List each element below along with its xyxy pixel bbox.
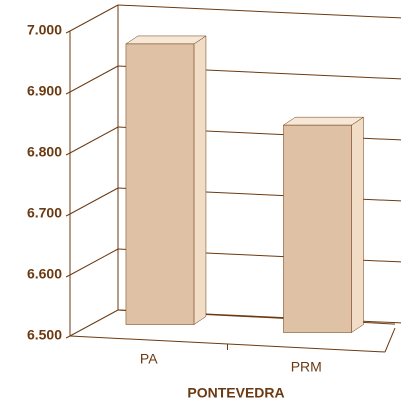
y-tick <box>65 274 71 278</box>
bar-top <box>282 116 365 126</box>
grid-line <box>69 309 119 337</box>
bar-top <box>125 35 207 45</box>
x-tick-label: PA <box>140 351 158 367</box>
y-tick <box>65 335 71 339</box>
y-tick-label: 7.000 <box>27 22 62 38</box>
y-tick-label: 6.600 <box>27 266 62 282</box>
y-tick-label: 6.500 <box>27 327 62 343</box>
grid-line <box>69 126 119 154</box>
y-tick-label: 6.700 <box>27 205 62 221</box>
y-tick <box>65 91 71 95</box>
bar-side <box>351 116 364 334</box>
y-tick <box>65 213 71 217</box>
x-tick-label: PRM <box>291 359 322 375</box>
grid-line <box>69 65 119 93</box>
floor-side <box>384 327 396 353</box>
bar <box>283 124 352 333</box>
x-axis-label: PONTEVEDRA <box>187 385 284 401</box>
y-tick-label: 6.900 <box>27 83 62 99</box>
grid-line <box>69 187 119 215</box>
grid-line <box>69 248 119 276</box>
grid-line <box>69 4 119 32</box>
y-tick <box>65 152 71 156</box>
y-tick-label: 6.800 <box>27 144 62 160</box>
y-tick <box>65 30 71 34</box>
bar-side <box>193 35 207 326</box>
bar <box>125 43 195 325</box>
grid-line <box>117 4 401 19</box>
